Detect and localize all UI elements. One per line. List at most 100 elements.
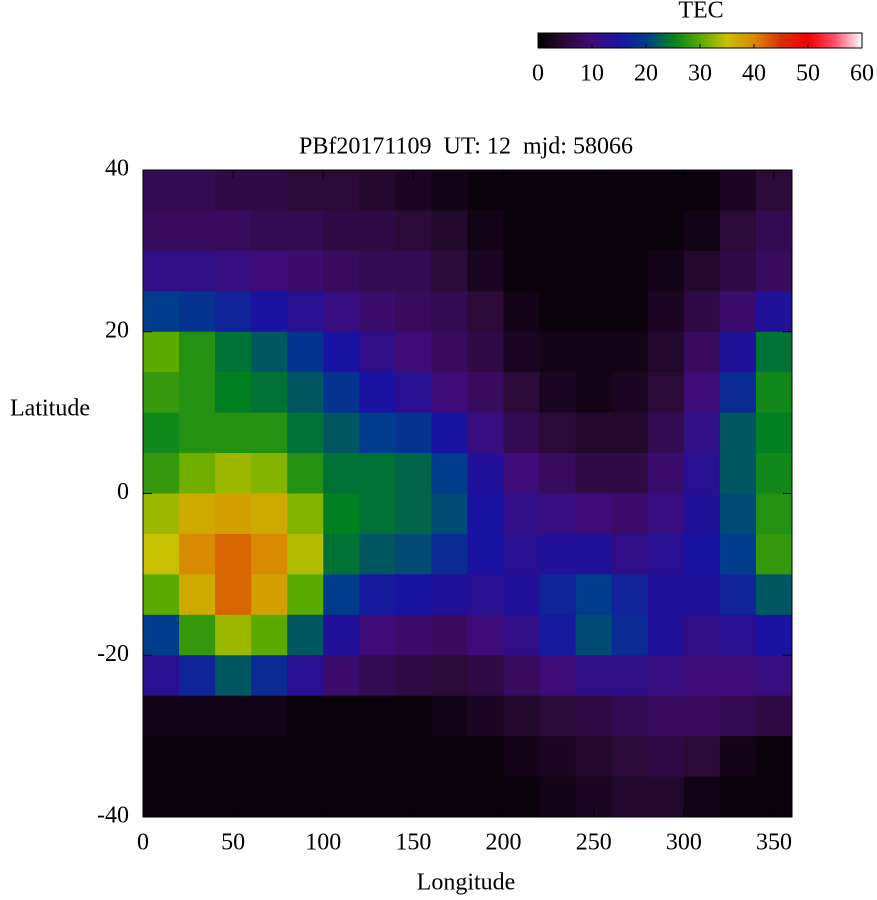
y-tick-label: 40 xyxy=(105,156,129,182)
heatmap-cell xyxy=(467,776,505,818)
heatmap-cell xyxy=(395,291,432,333)
heatmap-cell xyxy=(467,412,505,454)
x-tick-label: 200 xyxy=(486,830,522,856)
heatmap-cell xyxy=(251,695,288,737)
heatmap-cell xyxy=(611,291,649,333)
heatmap-cell xyxy=(611,695,649,737)
heatmap-cell xyxy=(431,655,468,697)
heatmap-cell xyxy=(683,736,721,778)
heatmap-cell xyxy=(395,412,432,454)
heatmap-cell xyxy=(467,331,505,373)
heatmap-cell xyxy=(503,695,541,737)
heatmap-cell xyxy=(539,736,577,778)
heatmap-cell xyxy=(323,776,360,818)
heatmap-cell xyxy=(431,250,468,292)
heatmap-cell xyxy=(215,291,252,333)
heatmap-cell xyxy=(539,331,577,373)
heatmap-cell xyxy=(755,250,793,292)
heatmap-cell xyxy=(683,250,721,292)
heatmap-cell xyxy=(683,695,721,737)
heatmap-cell xyxy=(359,372,396,414)
heatmap-cell xyxy=(575,412,613,454)
heatmap-cell xyxy=(395,736,432,778)
heatmap-cell xyxy=(359,574,396,616)
heatmap-cell xyxy=(323,453,360,494)
heatmap-cell xyxy=(179,250,216,292)
heatmap-cell xyxy=(611,372,649,414)
heatmap-cell xyxy=(323,331,360,373)
heatmap-cell xyxy=(395,453,432,494)
heatmap-cell xyxy=(143,210,180,252)
heatmap-cell xyxy=(575,533,613,575)
x-axis-label: Longitude xyxy=(417,870,516,896)
heatmap-cell xyxy=(215,533,252,575)
heatmap-cell xyxy=(143,291,180,333)
heatmap-cell xyxy=(683,331,721,373)
heatmap-cell xyxy=(359,210,396,252)
heatmap-cell xyxy=(215,614,252,656)
heatmap-cell xyxy=(359,453,396,494)
heatmap-cell xyxy=(215,412,252,454)
heatmap-cell xyxy=(647,655,685,697)
heatmap-cell xyxy=(575,655,613,697)
heatmap-cell xyxy=(539,655,577,697)
heatmap-cell xyxy=(359,614,396,656)
heatmap-cell xyxy=(719,372,757,414)
heatmap-cell xyxy=(359,170,396,211)
heatmap-cell xyxy=(647,250,685,292)
heatmap-cell xyxy=(251,291,288,333)
heatmap-cell xyxy=(359,736,396,778)
heatmap-cell xyxy=(503,331,541,373)
heatmap-cell xyxy=(359,250,396,292)
heatmap-cell xyxy=(539,453,577,494)
heatmap-cell xyxy=(323,250,360,292)
heatmap-cell xyxy=(251,372,288,414)
heatmap-cell xyxy=(503,493,541,535)
heatmap-cell xyxy=(467,655,505,697)
heatmap-cell xyxy=(251,331,288,373)
heatmap-cell xyxy=(467,250,505,292)
heatmap-cell xyxy=(251,574,288,616)
heatmap-cell xyxy=(503,776,541,818)
heatmap-cell xyxy=(647,776,685,818)
heatmap-cell xyxy=(503,736,541,778)
heatmap-cell xyxy=(287,574,324,616)
heatmap-cell xyxy=(575,250,613,292)
heatmap xyxy=(143,170,793,818)
heatmap-cell xyxy=(467,372,505,414)
heatmap-cell xyxy=(719,493,757,535)
heatmap-cell xyxy=(287,250,324,292)
heatmap-cell xyxy=(251,736,288,778)
heatmap-cell xyxy=(395,493,432,535)
heatmap-cell xyxy=(323,574,360,616)
heatmap-cell xyxy=(611,250,649,292)
heatmap-cell xyxy=(467,453,505,494)
heatmap-cell xyxy=(143,250,180,292)
heatmap-cell xyxy=(683,170,721,211)
heatmap-cell xyxy=(611,614,649,656)
heatmap-cell xyxy=(215,453,252,494)
heatmap-cell xyxy=(575,210,613,252)
heatmap-cell xyxy=(647,614,685,656)
heatmap-cell xyxy=(179,655,216,697)
heatmap-cell xyxy=(143,655,180,697)
heatmap-cell xyxy=(755,331,793,373)
heatmap-cell xyxy=(323,372,360,414)
heatmap-cell xyxy=(611,574,649,616)
heatmap-cell xyxy=(179,291,216,333)
heatmap-cell xyxy=(755,695,793,737)
heatmap-cell xyxy=(287,776,324,818)
heatmap-cell xyxy=(647,412,685,454)
heatmap-cell xyxy=(755,614,793,656)
heatmap-cell xyxy=(539,170,577,211)
heatmap-cell xyxy=(215,574,252,616)
heatmap-cell xyxy=(359,776,396,818)
heatmap-cell xyxy=(215,331,252,373)
heatmap-cell xyxy=(683,372,721,414)
heatmap-cell xyxy=(323,412,360,454)
heatmap-cell xyxy=(647,331,685,373)
heatmap-cell xyxy=(575,614,613,656)
heatmap-cell xyxy=(575,695,613,737)
heatmap-cell xyxy=(719,776,757,818)
colorbar-tick-label: 10 xyxy=(580,61,604,87)
